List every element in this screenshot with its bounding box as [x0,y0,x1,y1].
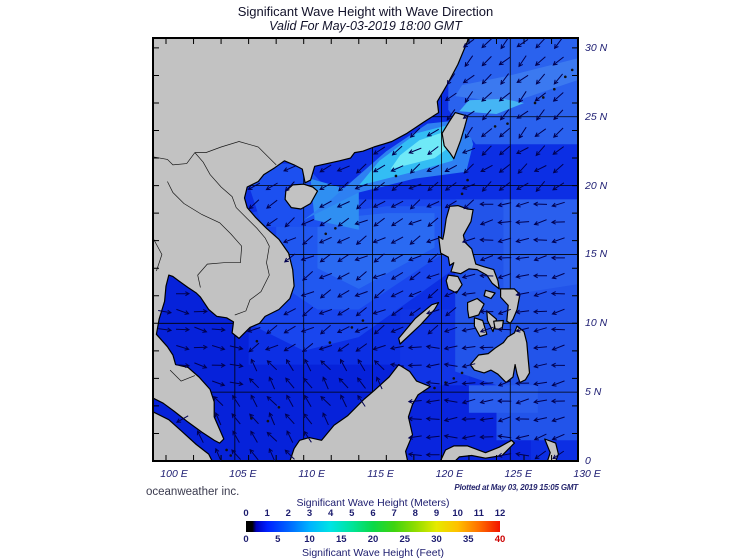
landmass [483,289,496,300]
latitude-label: 20 N [585,179,608,192]
feet-tick-label: 35 [462,534,474,545]
wave-height-band [317,213,435,289]
country-border [194,152,270,316]
country-border [167,181,243,288]
map-svg [151,33,592,466]
small-island [460,192,464,196]
meters-tick-label: 8 [412,508,418,519]
meters-tick-label: 5 [349,508,355,519]
feet-tick-label: 5 [275,534,281,545]
longitude-label: 125 E [504,468,532,480]
small-island [493,125,497,128]
meters-tick-label: 4 [328,508,334,519]
longitude-label: 130 E [573,468,601,480]
landmass [284,183,319,210]
feet-tick-label: 20 [367,534,379,545]
small-island [541,96,545,99]
wave-height-colorbar [246,521,500,532]
map-frame [152,37,579,462]
meters-tick-label: 2 [285,508,291,519]
plotted-timestamp: Plotted at May 03, 2019 15:05 GMT [454,483,578,492]
wave-direction-arrows [158,37,565,462]
small-island [277,405,281,409]
small-island [433,386,436,390]
longitude-label: 100 E [160,468,188,480]
longitude-label: 120 E [435,468,464,480]
meters-tick-label: 11 [473,508,484,519]
landmass [469,325,531,384]
small-island [506,122,509,125]
small-island [324,232,328,236]
meters-tick-label: 9 [433,508,440,519]
meters-tick-label: 1 [264,508,270,519]
latitude-label: 5 N [585,386,602,399]
country-border [151,236,163,272]
axis-ticks [154,39,580,460]
latitude-label: 25 N [585,110,608,123]
latitude-label: 30 N [585,41,608,54]
meters-tick-label: 6 [370,508,376,519]
small-island [328,341,332,344]
wave-height-band [390,131,450,170]
small-island [255,339,259,343]
small-island [466,178,469,182]
meters-tick-label: 12 [494,508,506,519]
map-canvas [151,33,592,466]
meters-tick-label: 7 [391,508,397,519]
latitude-label: 15 N [585,248,608,261]
landmass [438,439,515,466]
valid-time-subtitle: Valid For May-03-2019 18:00 GMT [269,19,462,33]
legend-title-meters: Significant Wave Height (Meters) [296,497,450,509]
small-island [460,371,464,375]
small-island [225,448,228,452]
feet-tick-label: 40 [494,534,506,545]
small-island [361,319,365,322]
landmass [445,274,463,294]
landmass [441,111,469,160]
landmass [493,319,504,331]
country-border [152,141,277,166]
small-island [570,68,574,72]
longitude-label: 110 E [298,468,326,480]
country-border [169,369,196,382]
small-island [229,454,233,457]
small-island [350,326,354,329]
wave-height-band [459,98,524,114]
meters-tick-label: 0 [243,508,249,519]
small-island [334,226,337,230]
small-island [452,377,456,380]
small-island [394,174,398,178]
meters-tick-label: 3 [306,508,313,519]
wave-height-band [503,199,592,296]
small-island [553,87,556,91]
latitude-label: 0 [585,455,591,467]
small-island [564,75,567,79]
meters-tick-label: 10 [452,508,463,519]
feet-tick-label: 10 [304,534,315,545]
oceanweather-credit: oceanweather inc. [146,486,240,498]
feet-tick-label: 15 [335,534,347,545]
landmass [500,288,521,324]
feet-tick-label: 25 [399,534,411,545]
small-island [266,419,270,423]
legend-title-feet: Significant Wave Height (Feet) [301,547,444,559]
landmass [467,297,485,319]
longitude-label: 105 E [229,468,257,480]
feet-tick-label: 30 [431,534,442,545]
small-island [533,101,537,105]
landmass [438,205,500,290]
landmass [151,33,470,444]
longitude-label: 115 E [367,468,394,480]
landmass [288,364,431,466]
latitude-label: 10 N [585,317,608,330]
feet-tick-label: 0 [243,534,249,545]
page-title: Significant Wave Height with Wave Direct… [237,4,494,19]
